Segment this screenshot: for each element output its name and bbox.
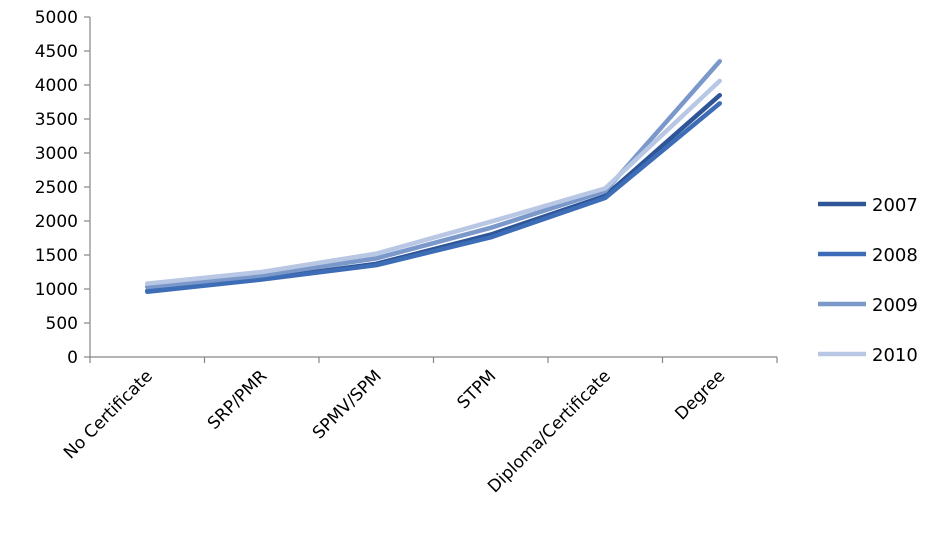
y-tick-label: 500 bbox=[46, 314, 78, 334]
y-tick-label: 2500 bbox=[35, 178, 78, 198]
x-tick-label: Diploma/Certificate bbox=[484, 366, 615, 497]
y-tick-label: 3000 bbox=[35, 144, 78, 164]
y-tick-label: 1000 bbox=[35, 280, 78, 300]
series-lines bbox=[145, 58, 722, 294]
y-tick-label: 5000 bbox=[35, 8, 78, 28]
y-tick-label: 4500 bbox=[35, 42, 78, 62]
series-line-2010 bbox=[145, 78, 722, 286]
series-line-2008 bbox=[145, 101, 722, 294]
x-tick-label: STPM bbox=[454, 366, 501, 413]
x-tick-label: SRP/PMR bbox=[204, 366, 272, 434]
x-axis-ticks: No Certificate SRP/PMR SPMV/SPM STPMDiploma… bbox=[60, 357, 778, 497]
y-axis-ticks: 0 500 1000 1500 2000 2500 3000 3500 4000 4500 5000 bbox=[35, 8, 90, 368]
legend: 2007 2008 2009 2010 bbox=[818, 195, 918, 366]
legend-label-2010: 2010 bbox=[872, 345, 918, 366]
y-tick-label: 4000 bbox=[35, 76, 78, 96]
y-tick-label: 3500 bbox=[35, 110, 78, 130]
y-tick-label: 2000 bbox=[35, 212, 78, 232]
x-tick-label: Degree bbox=[671, 366, 729, 424]
series-line-2007 bbox=[145, 92, 722, 294]
x-tick-label: No Certificate bbox=[60, 366, 157, 463]
y-tick-label: 1500 bbox=[35, 246, 78, 266]
legend-label-2008: 2008 bbox=[872, 245, 918, 266]
legend-label-2007: 2007 bbox=[872, 195, 918, 216]
y-tick-label: 0 bbox=[67, 348, 78, 368]
legend-label-2009: 2009 bbox=[872, 295, 918, 316]
x-tick-label: SPMV/SPM bbox=[309, 366, 386, 443]
axes bbox=[89, 17, 777, 358]
